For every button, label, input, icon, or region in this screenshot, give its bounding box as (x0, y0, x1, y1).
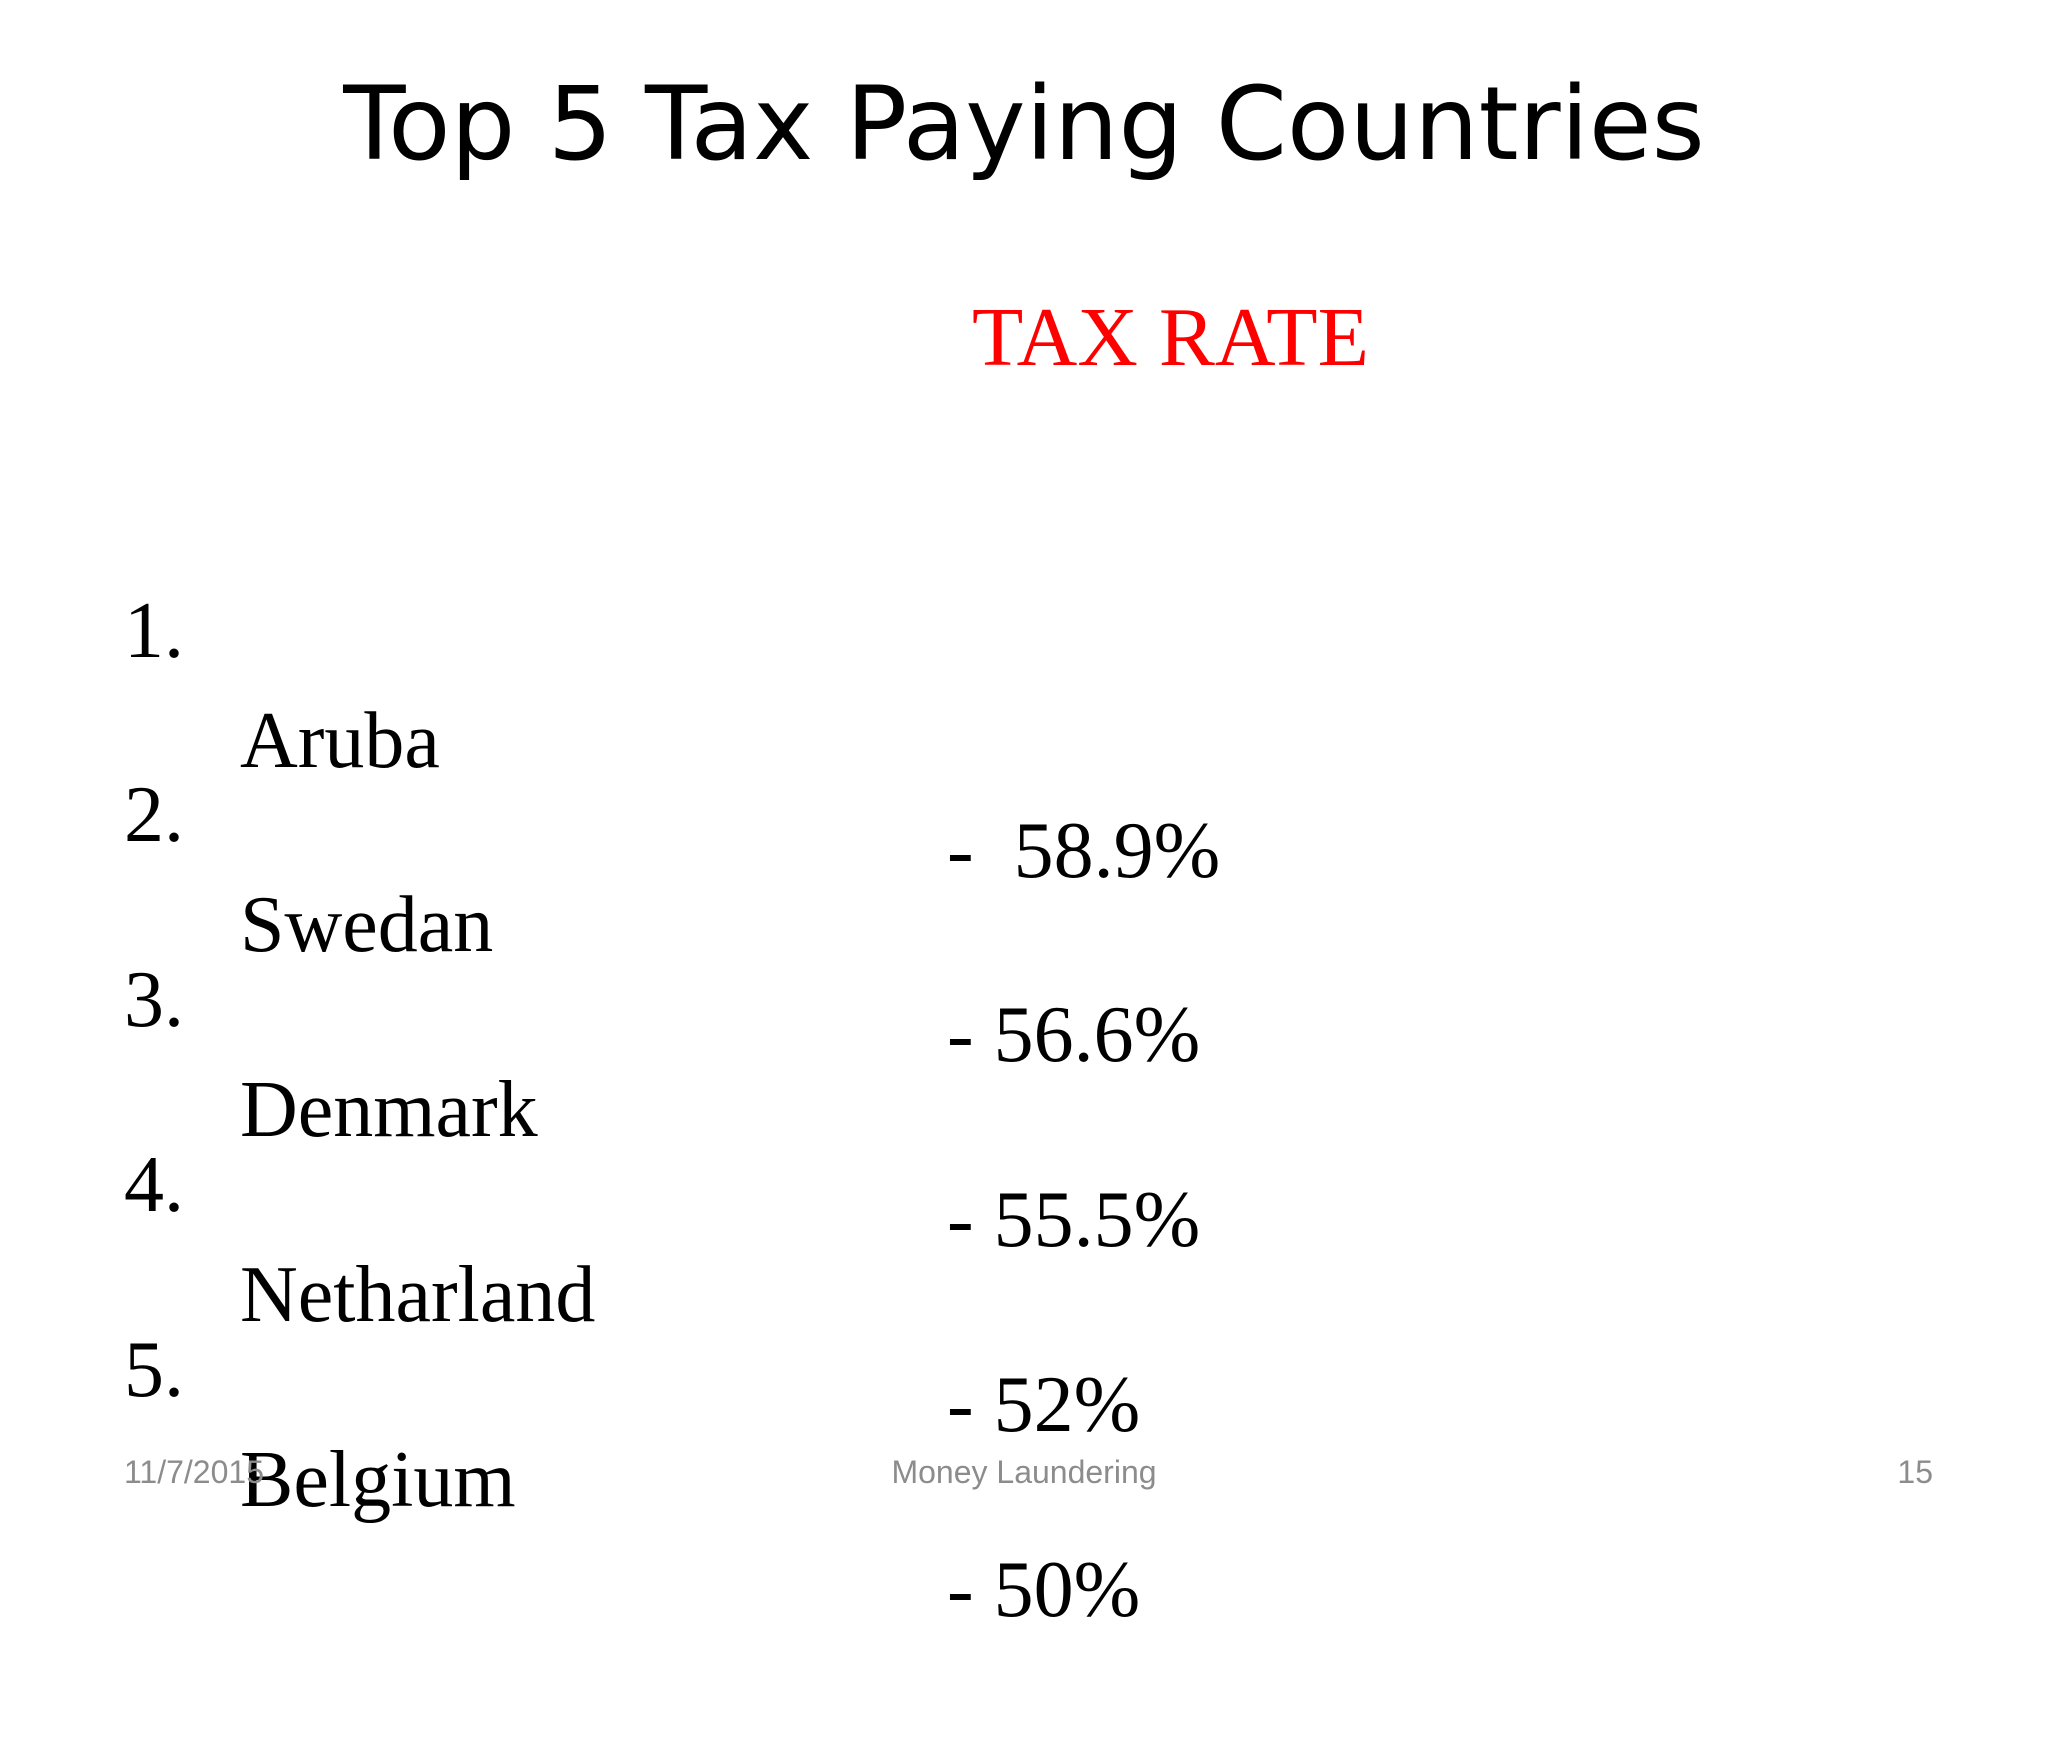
item-number: 2. (124, 771, 184, 859)
country-name: Belgium (240, 1436, 516, 1524)
item-number: 3. (124, 956, 184, 1044)
item-number: 5. (124, 1326, 184, 1414)
item-number: 1. (124, 587, 184, 675)
slide-title: Top 5 Tax Paying Countries (343, 65, 1705, 184)
list-item: 5. Belgium - 50% (0, 1205, 2048, 1634)
footer-topic: Money Laundering (891, 1454, 1157, 1490)
item-number: 4. (124, 1141, 184, 1229)
tax-rate-value: - 50% (947, 1546, 1141, 1634)
tax-rate-value: - 52% (947, 1361, 1141, 1449)
country-name: Aruba (240, 697, 440, 785)
tax-rate-value: - 56.6% (947, 991, 1201, 1079)
slide: Top 5 Tax Paying Countries TAX RATE 1. A… (0, 65, 2048, 1634)
tax-rate-value: - 55.5% (947, 1176, 1201, 1264)
list-item: 1. Aruba - 58.9% (0, 466, 2048, 895)
footer-date: 11/7/2015 (124, 1454, 264, 1490)
list-item: 3. Denmark - 55.5% (0, 835, 2048, 1264)
tax-rate-header: TAX RATE (972, 291, 1369, 384)
country-name: Swedan (240, 881, 494, 969)
country-name: Denmark (240, 1066, 538, 1154)
list-item: 2. Swedan - 56.6% (0, 650, 2048, 1079)
list-item: 4. Netharland - 52% (0, 1020, 2048, 1449)
country-name: Netharland (240, 1251, 596, 1339)
tax-rate-value: - 58.9% (947, 807, 1221, 895)
page-number: 15 (1897, 1454, 1933, 1490)
